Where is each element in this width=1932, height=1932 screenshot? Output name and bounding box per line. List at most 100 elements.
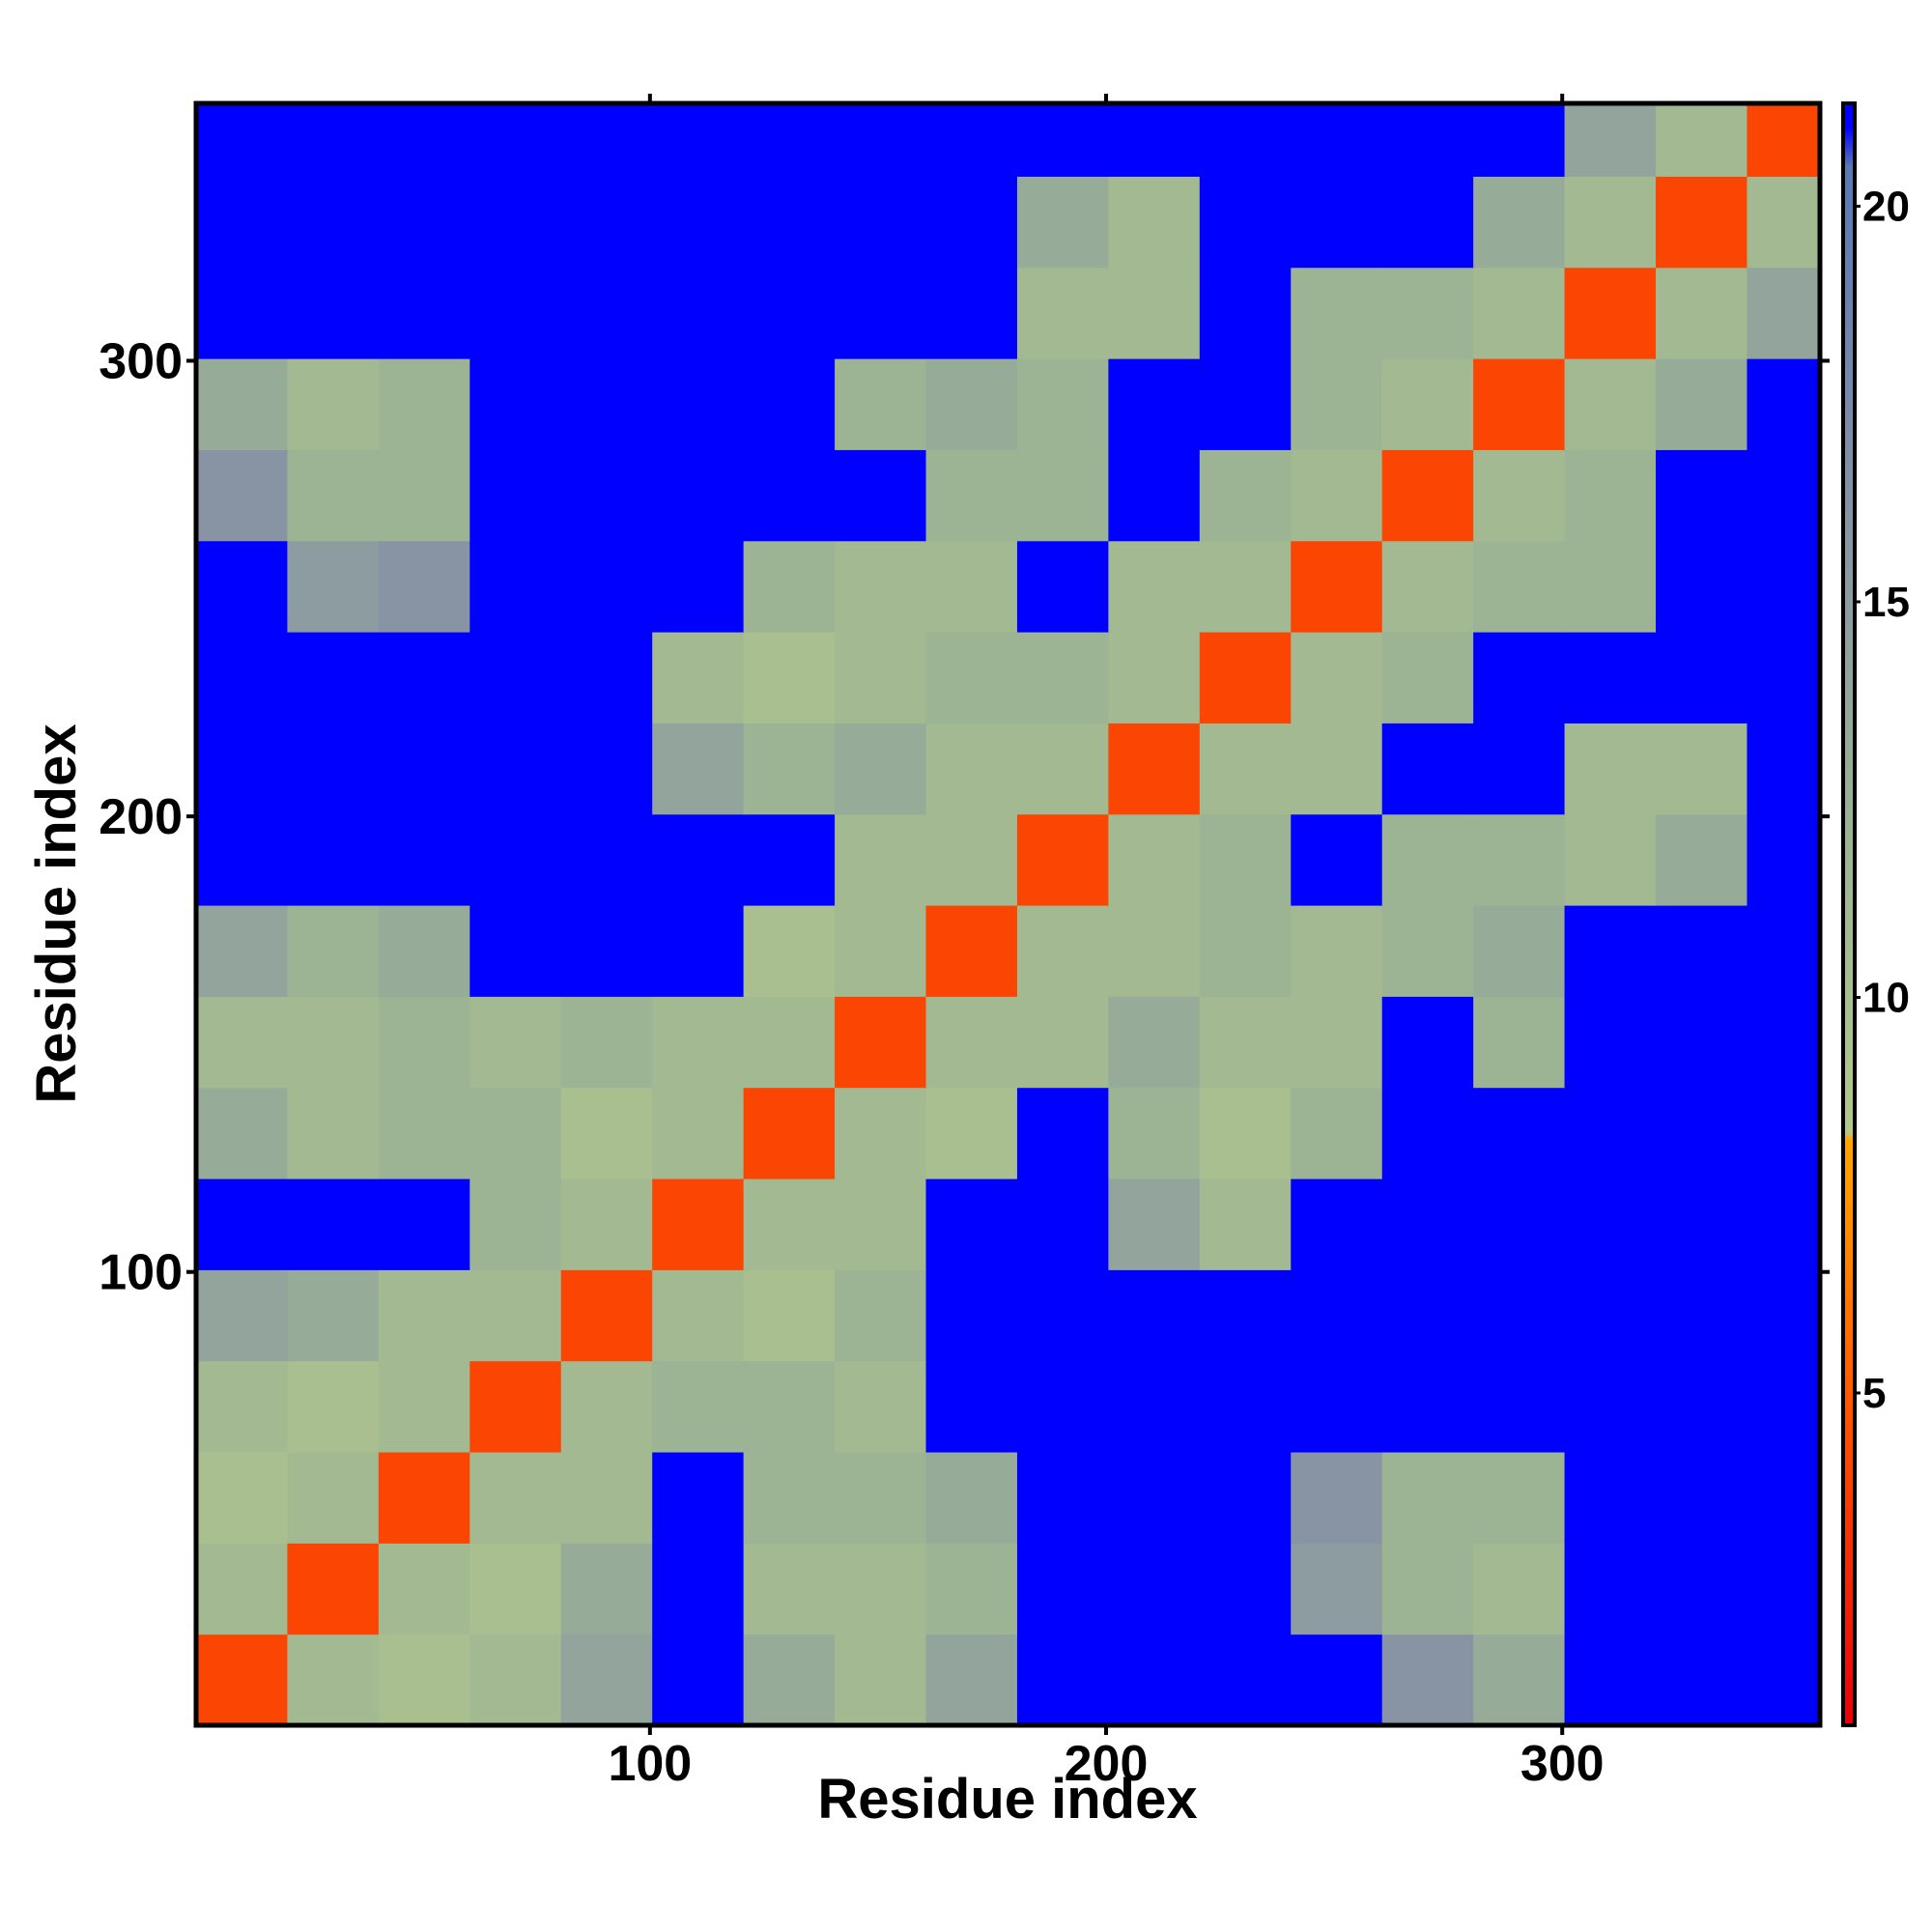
heatmap-cell	[1108, 1452, 1201, 1544]
heatmap-cell	[1473, 103, 1566, 177]
heatmap-cell	[835, 267, 927, 359]
heatmap-cell	[1564, 1179, 1657, 1270]
heatmap-cell	[835, 449, 927, 542]
heatmap-cell	[1564, 1452, 1657, 1544]
heatmap-cell	[1564, 1087, 1657, 1179]
heatmap-cell	[652, 449, 745, 542]
heatmap-cell	[1381, 449, 1474, 542]
heatmap-cell	[378, 813, 470, 906]
heatmap-cell	[1108, 1543, 1201, 1635]
heatmap-cell	[1564, 540, 1657, 633]
heatmap-cell	[1016, 723, 1109, 815]
heatmap-cell	[1291, 103, 1383, 177]
heatmap-cell	[1473, 1179, 1566, 1270]
plot-frame	[193, 100, 1823, 1728]
heatmap-cell	[925, 1543, 1018, 1635]
heatmap-cell	[1108, 996, 1201, 1089]
heatmap-cell	[1656, 103, 1747, 177]
heatmap-cell	[1016, 267, 1109, 359]
heatmap-cell	[652, 632, 745, 724]
heatmap-cell	[835, 1087, 927, 1179]
heatmap-cell	[1564, 103, 1657, 177]
heatmap-cell	[1564, 723, 1657, 815]
heatmap-cell	[1199, 905, 1292, 997]
heatmap-cell	[560, 1452, 653, 1544]
heatmap-cell	[196, 267, 288, 359]
heatmap-cell	[378, 1543, 470, 1635]
heatmap-cell	[1381, 1179, 1474, 1270]
heatmap-cell	[925, 1452, 1018, 1544]
heatmap-cell	[1564, 358, 1657, 450]
heatmap-cell	[1108, 723, 1201, 815]
heatmap-cell	[835, 540, 927, 633]
heatmap-cell	[560, 905, 653, 997]
heatmap-cell	[1473, 632, 1566, 724]
heatmap-cell	[1016, 1360, 1109, 1453]
heatmap-cell	[287, 358, 380, 450]
heatmap-cell	[1656, 267, 1747, 359]
heatmap-cell	[378, 1634, 470, 1726]
heatmap-cell	[1473, 1543, 1566, 1635]
heatmap-cell	[1473, 813, 1566, 906]
heatmap-cell	[835, 1269, 927, 1362]
heatmap-cell	[1199, 1543, 1292, 1635]
heatmap-cell	[287, 449, 380, 542]
heatmap-cell	[560, 1269, 653, 1362]
heatmap-cell	[1291, 1634, 1383, 1726]
heatmap-cell	[287, 1543, 380, 1635]
heatmap-cell	[1473, 449, 1566, 542]
heatmap-cell	[469, 723, 562, 815]
heatmap-cell	[196, 632, 288, 724]
heatmap-cell	[287, 1087, 380, 1179]
heatmap-cell	[925, 103, 1018, 177]
heatmap-cell	[925, 176, 1018, 269]
heatmap-cell	[925, 1179, 1018, 1270]
heatmap-cell	[1016, 813, 1109, 906]
heatmap-cell	[1473, 996, 1566, 1089]
heatmap-cell	[560, 723, 653, 815]
heatmap-cell	[1381, 632, 1474, 724]
heatmap-cell	[287, 1452, 380, 1544]
heatmap-cell	[1473, 176, 1566, 269]
heatmap-cell	[560, 996, 653, 1089]
heatmap-cell	[1291, 540, 1383, 633]
heatmap-cell	[1747, 358, 1821, 450]
heatmap-cell	[743, 723, 836, 815]
heatmap-cell	[925, 632, 1018, 724]
heatmap-cell	[652, 540, 745, 633]
heatmap-cell	[652, 905, 745, 997]
heatmap-cell	[469, 267, 562, 359]
heatmap-cell	[196, 1634, 288, 1726]
heatmap-cell	[469, 1269, 562, 1362]
y-tick-label: 200	[99, 789, 183, 845]
heatmap-cell	[743, 176, 836, 269]
heatmap-cell	[1199, 1179, 1292, 1270]
heatmap-cell	[560, 1087, 653, 1179]
heatmap-cell	[1291, 1543, 1383, 1635]
x-tick-label: 100	[608, 1736, 692, 1792]
x-axis-title: Residue index	[817, 1768, 1197, 1831]
heatmap-cell	[1016, 1452, 1109, 1544]
colorbar	[1841, 101, 1857, 1727]
heatmap-cell	[469, 103, 562, 177]
heatmap-cell	[743, 996, 836, 1089]
heatmap-cell	[835, 1634, 927, 1726]
heatmap-cell	[1747, 103, 1821, 177]
heatmap-cell	[1381, 723, 1474, 815]
heatmap-cell	[1564, 449, 1657, 542]
heatmap-cell	[1473, 1452, 1566, 1544]
heatmap-cell	[196, 813, 288, 906]
heatmap-cell	[1747, 267, 1821, 359]
heatmap-cell	[925, 905, 1018, 997]
heatmap-cell	[378, 1269, 470, 1362]
heatmap-cell	[1291, 905, 1383, 997]
heatmap-cell	[196, 103, 288, 177]
heatmap-cell	[1199, 1087, 1292, 1179]
heatmap-cell	[1381, 1360, 1474, 1453]
heatmap-cell	[1291, 449, 1383, 542]
heatmap-cell	[743, 813, 836, 906]
heatmap-cell	[560, 103, 653, 177]
heatmap-cell	[1656, 996, 1747, 1089]
heatmap-cell	[1564, 1634, 1657, 1726]
